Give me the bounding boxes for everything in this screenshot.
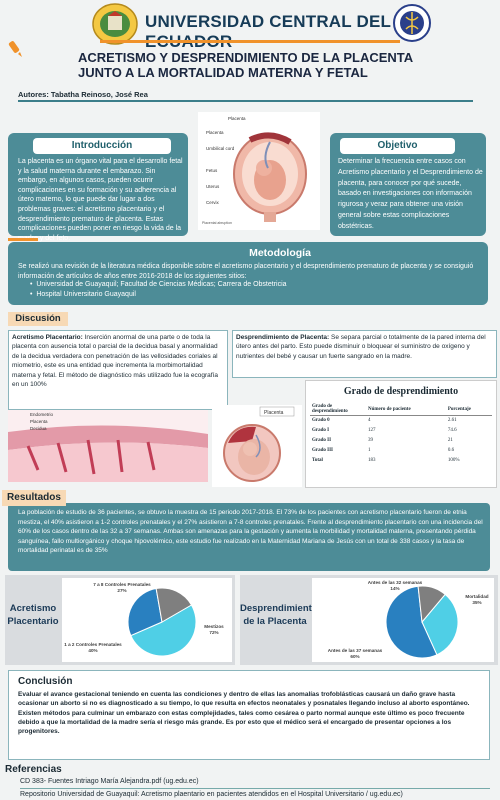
grade-table-title: Grado de desprendimiento	[343, 386, 459, 397]
pie1-label-1a2: 1 a 2 Controles Prenatales 40%	[64, 642, 122, 653]
poster-title-line1: ACRETISMO Y DESPRENDIMIENTO DE LA PLACEN…	[78, 50, 414, 65]
methodology-title: Metodología	[249, 247, 311, 259]
tissue-label-endometrio: Endometrio	[30, 412, 54, 417]
poster-title: ACRETISMO Y DESPRENDIMIENTO DE LA PLACEN…	[78, 50, 428, 80]
table-row: Grado II 39 21	[310, 436, 492, 446]
conclusion-text: Evaluar el avance gestacional teniendo e…	[18, 690, 484, 736]
grade-table-panel	[305, 380, 497, 488]
pie2-label-mortalidad: Mortalidad 35%	[465, 594, 489, 605]
orange-accent	[8, 238, 38, 241]
pie-slice-mestizos	[130, 604, 197, 657]
placenta-diagram: Placenta Placenta Umbilical cord Fetus U…	[198, 112, 320, 230]
table-cell: 2.61	[447, 418, 457, 424]
authors: Autores: Tabatha Reinoso, José Rea	[18, 90, 148, 99]
table-cell: 4	[368, 418, 371, 424]
chart-desprendimiento-area: Antes de las 32 semanas 14% Antes de las …	[312, 578, 494, 662]
table-cell: 127	[368, 428, 376, 433]
intro-text: La placenta es un órgano vital para el d…	[18, 158, 183, 242]
table-cell: 21	[447, 438, 453, 443]
table-header-cell: Número de paciente	[366, 403, 446, 416]
table-cell: Grado II	[312, 438, 332, 443]
table-cell: 39	[368, 438, 373, 443]
table-cell: 100%	[447, 458, 460, 463]
table-header-row: Grado de desprendimiento Número de pacie…	[310, 403, 492, 416]
table-row: Grado III 1 0.6	[310, 446, 492, 456]
header-divider	[100, 40, 400, 43]
pie-slice-7-a-8-controles-prenatales	[155, 587, 193, 623]
table-cell: Grado I	[312, 428, 330, 433]
methodology-panel	[8, 242, 488, 305]
fig-label-fetus: Fetus	[206, 168, 218, 173]
pie1-label-7a8: 7 a 8 Controles Prenatales 27%	[93, 582, 151, 593]
table-row: Total 183 100%	[310, 456, 492, 466]
discussion-desprendimiento-text: Desprendimiento de Placenta: Se separa p…	[236, 334, 486, 360]
table-cell: 1	[368, 448, 371, 453]
tissue-label-decidua: Decidua	[30, 426, 47, 431]
pie-slice-1-a-2-controles-prenatales	[127, 587, 163, 637]
methodology-text: Se realizó una revisión de la literatura…	[18, 263, 474, 280]
table-cell: 0.6	[447, 448, 455, 453]
intro-title: Introducción	[33, 138, 171, 154]
table-row: Grado 0 4 2.61	[310, 416, 492, 426]
university-seal-left-icon	[92, 3, 138, 45]
poster-title-line2: JUNTO A LA MORTALIDAD MATERNA Y FETAL	[78, 65, 368, 80]
table-header-cell: Porcentaje	[445, 403, 492, 416]
fig-label-cord: Umbilical cord	[206, 146, 235, 151]
orange-pen-icon	[8, 41, 22, 57]
discussion-desprendimiento-panel	[232, 330, 497, 378]
university-seal-right-icon	[393, 4, 431, 42]
methodology-site: • Hospital Universitario Guayaquil	[30, 290, 136, 298]
conclusion-title: Conclusión	[18, 676, 73, 687]
objective-text: Determinar la frecuencia entre casos con…	[338, 158, 483, 230]
authors-divider	[18, 100, 473, 102]
pie-slice-antes-de-las-32-semanas	[417, 585, 446, 624]
fig-label-placenta-top: Placenta	[228, 116, 246, 121]
results-text: La población de estudio de 36 pacientes,…	[18, 509, 483, 555]
chart-acretismo-title: Acretismo Placentario	[7, 603, 59, 627]
pie2-label-37: Antes de las 37 semanas 60%	[327, 648, 383, 659]
table-cell: Total	[312, 458, 323, 463]
fig-label-placenta: Placenta	[206, 130, 224, 135]
fig-label-cervix: Cervix	[206, 200, 220, 205]
tissue-label-placenta: Placenta	[30, 419, 48, 424]
pie-chart-acretismo	[127, 587, 197, 657]
grade-table: Grado de desprendimiento Número de pacie…	[310, 403, 492, 466]
reference-item[interactable]: CD 383- Fuentes Intriago María Alejandra…	[20, 776, 490, 789]
objective-title: Objetivo	[340, 138, 455, 154]
fig-caption: Placental abruption	[202, 221, 232, 225]
conclusion-panel	[8, 670, 490, 760]
discussion-acretismo-text: Acretismo Placentario: Inserción anormal…	[12, 334, 218, 389]
pie-slice-antes-de-las-37-semanas	[385, 585, 438, 659]
discussion-acretismo-panel	[8, 330, 228, 410]
pie2-label-32: Antes de las 32 semanas 14%	[367, 580, 423, 591]
references-title: Referencias	[5, 764, 62, 775]
table-row: Grado I 127 74.6	[310, 426, 492, 436]
discussion-label: Discusión	[8, 312, 68, 326]
university-name: UNIVERSIDAD CENTRAL DEL ECUADOR	[145, 12, 391, 51]
table-cell: Grado III	[312, 448, 333, 453]
pie-slice-mortalidad	[421, 593, 459, 656]
methodology-sites: • Universidad de Guayaquil; Facultad de …	[30, 280, 470, 299]
table-cell: Grado 0	[312, 418, 330, 424]
references-list: CD 383- Fuentes Intriago María Alejandra…	[20, 776, 490, 800]
table-header-cell: Grado de desprendimiento	[310, 403, 366, 416]
placental-abruption-illustration: Placenta	[212, 405, 302, 487]
chart-acretismo-area: 7 a 8 Controles Prenatales 27% 1 a 2 Cont…	[62, 578, 232, 662]
table-cell: 183	[368, 458, 376, 463]
reference-item[interactable]: Repositorio Universidad de Guayaquil: Ac…	[20, 789, 490, 800]
results-label: Resultados	[2, 490, 66, 506]
pie-chart-desprendimiento	[385, 585, 459, 659]
uterus-label-placenta: Placenta	[264, 410, 284, 416]
pie1-label-mestizos: Mestizos 72%	[204, 624, 224, 635]
placenta-tissue-illustration: Endometrio Placenta Decidua	[8, 410, 208, 482]
results-panel	[8, 503, 490, 571]
conclusion-paragraph: Existen métodos para culminar un embaraz…	[18, 709, 465, 736]
fig-label-uterus: Uterus	[206, 184, 220, 189]
table-cell: 74.6	[447, 428, 457, 433]
chart-desprendimiento-title: Desprendimiento de la Placenta	[240, 603, 318, 627]
conclusion-paragraph: Evaluar el avance gestacional teniendo e…	[18, 691, 470, 708]
methodology-site: • Universidad de Guayaquil; Facultad de …	[30, 281, 287, 288]
